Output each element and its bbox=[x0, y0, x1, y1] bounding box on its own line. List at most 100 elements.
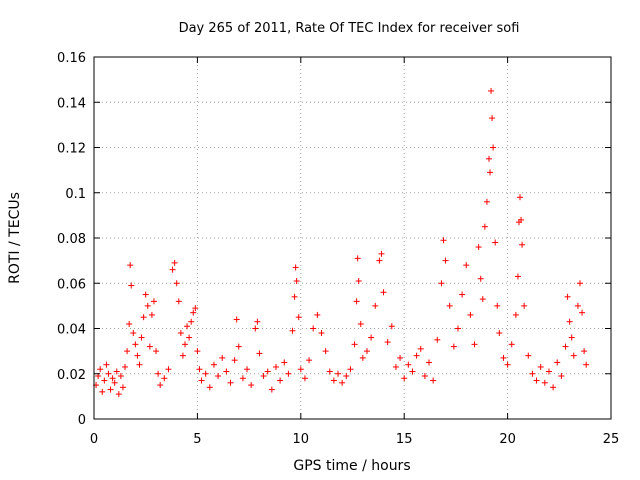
data-point bbox=[293, 277, 300, 284]
data-point bbox=[376, 257, 383, 264]
data-point bbox=[467, 311, 474, 318]
data-point bbox=[488, 87, 495, 94]
data-point bbox=[97, 366, 104, 373]
x-tick-label: 25 bbox=[603, 432, 620, 447]
data-point bbox=[161, 375, 168, 382]
y-tick-label: 0.12 bbox=[57, 142, 86, 157]
data-point bbox=[574, 302, 581, 309]
data-point bbox=[233, 316, 240, 323]
data-point bbox=[529, 370, 536, 377]
data-point bbox=[521, 302, 528, 309]
data-point bbox=[285, 370, 292, 377]
data-point bbox=[306, 357, 313, 364]
data-point bbox=[487, 169, 494, 176]
data-point bbox=[494, 302, 501, 309]
data-point bbox=[388, 323, 395, 330]
x-tick-label: 10 bbox=[293, 432, 310, 447]
data-point bbox=[355, 277, 362, 284]
y-tick-label: 0.1 bbox=[65, 187, 86, 202]
data-point bbox=[354, 255, 361, 262]
data-point bbox=[289, 327, 296, 334]
x-tick-label: 15 bbox=[396, 432, 413, 447]
y-tick-label: 0.14 bbox=[57, 96, 86, 111]
data-point bbox=[184, 323, 191, 330]
data-point bbox=[150, 298, 157, 305]
data-point bbox=[109, 375, 116, 382]
data-point bbox=[272, 363, 279, 370]
data-point bbox=[281, 359, 288, 366]
data-point bbox=[335, 370, 342, 377]
data-point bbox=[318, 330, 325, 337]
data-point bbox=[136, 361, 143, 368]
data-point bbox=[512, 311, 519, 318]
data-point bbox=[380, 289, 387, 296]
y-tick-label: 0.16 bbox=[57, 51, 86, 66]
data-point bbox=[579, 309, 586, 316]
data-point bbox=[490, 144, 497, 151]
data-point bbox=[127, 262, 134, 269]
data-point bbox=[519, 241, 526, 248]
data-point bbox=[500, 354, 507, 361]
data-point bbox=[372, 302, 379, 309]
data-point bbox=[188, 318, 195, 325]
data-point bbox=[446, 302, 453, 309]
data-point bbox=[202, 370, 209, 377]
data-point bbox=[475, 244, 482, 251]
data-point bbox=[357, 320, 364, 327]
data-point bbox=[101, 377, 108, 384]
data-point bbox=[144, 302, 151, 309]
data-point bbox=[215, 373, 222, 380]
data-point bbox=[401, 375, 408, 382]
data-point bbox=[128, 282, 135, 289]
data-point bbox=[384, 339, 391, 346]
data-point bbox=[322, 348, 329, 355]
axis-ticks: 0 0.02 0.04 0.06 0.08 0.1 0.12 0.14 0.16 0 5 10 15 20… bbox=[57, 51, 619, 447]
data-point bbox=[107, 386, 114, 393]
data-point bbox=[260, 373, 267, 380]
data-point bbox=[477, 275, 484, 282]
data-point bbox=[235, 343, 242, 350]
data-point bbox=[314, 311, 321, 318]
data-point bbox=[175, 298, 182, 305]
data-point bbox=[430, 377, 437, 384]
data-point bbox=[583, 361, 590, 368]
data-point bbox=[179, 352, 186, 359]
data-point bbox=[134, 352, 141, 359]
data-point bbox=[581, 348, 588, 355]
data-point bbox=[562, 343, 569, 350]
x-tick-label: 20 bbox=[499, 432, 516, 447]
data-point bbox=[192, 305, 199, 312]
data-point bbox=[489, 115, 496, 122]
data-point bbox=[570, 352, 577, 359]
data-point bbox=[343, 373, 350, 380]
data-point bbox=[292, 264, 299, 271]
data-point bbox=[122, 363, 129, 370]
data-point bbox=[223, 368, 230, 375]
data-point bbox=[413, 352, 420, 359]
data-point bbox=[508, 341, 515, 348]
data-point bbox=[256, 350, 263, 357]
data-point bbox=[173, 280, 180, 287]
data-point bbox=[103, 361, 110, 368]
data-point bbox=[119, 384, 126, 391]
data-point bbox=[239, 375, 246, 382]
data-point bbox=[264, 368, 271, 375]
data-point bbox=[438, 280, 445, 287]
data-point bbox=[171, 259, 178, 266]
y-tick-label: 0 bbox=[78, 413, 86, 428]
data-point bbox=[442, 257, 449, 264]
data-point bbox=[301, 375, 308, 382]
data-point bbox=[363, 348, 370, 355]
data-point bbox=[219, 354, 226, 361]
x-tick-label: 5 bbox=[193, 432, 201, 447]
data-point bbox=[392, 363, 399, 370]
data-point bbox=[326, 368, 333, 375]
data-point bbox=[140, 314, 147, 321]
data-point bbox=[157, 382, 164, 389]
data-point bbox=[210, 361, 217, 368]
data-point bbox=[537, 363, 544, 370]
data-point bbox=[434, 336, 441, 343]
data-point bbox=[450, 343, 457, 350]
data-point bbox=[417, 345, 424, 352]
